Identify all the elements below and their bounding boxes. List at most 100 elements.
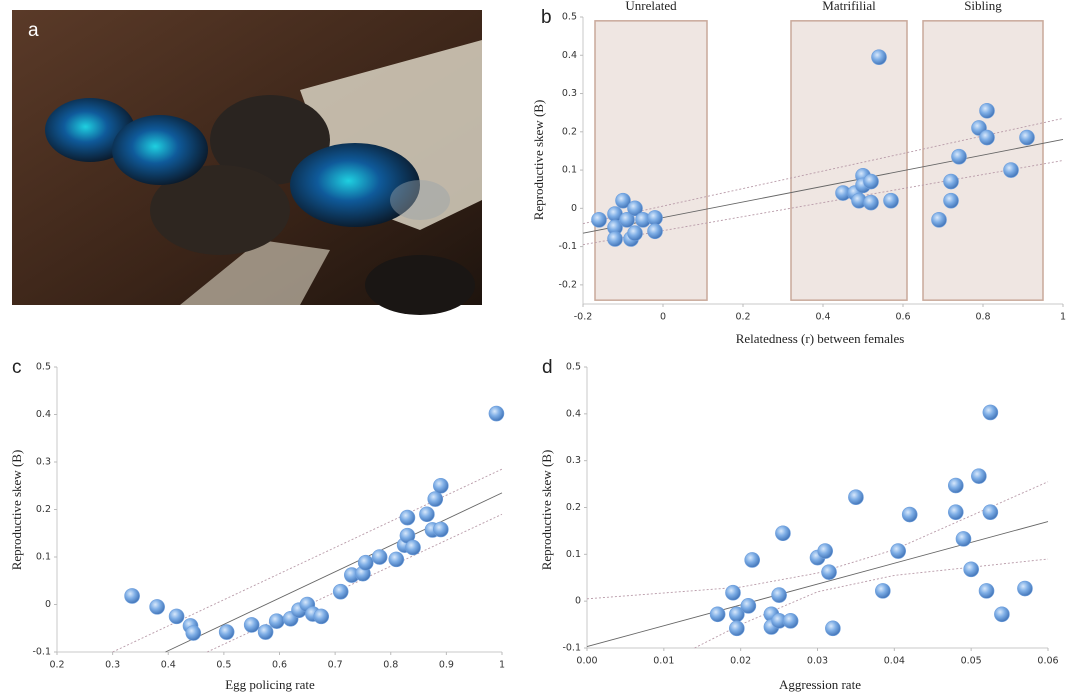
x-tick-label: 0.8: [383, 660, 398, 671]
data-point: [875, 583, 890, 598]
data-point: [389, 552, 404, 567]
x-tick-label: 0.03: [807, 656, 828, 667]
region-label: Matrifilial: [822, 0, 876, 13]
data-point: [648, 224, 663, 239]
data-point: [864, 195, 879, 210]
region-label: Unrelated: [625, 0, 677, 13]
data-point: [983, 405, 998, 420]
y-tick-label: 0.1: [36, 552, 51, 563]
data-point: [125, 588, 140, 603]
data-point: [822, 565, 837, 580]
x-tick-label: 0.3: [105, 660, 120, 671]
y-axis-title: Reproductive skew (B): [9, 450, 24, 571]
data-point: [314, 609, 329, 624]
data-point: [608, 231, 623, 246]
regression-line: [165, 493, 502, 652]
group-region: [791, 21, 907, 300]
x-tick-label: 0.4: [161, 660, 176, 671]
data-point: [825, 621, 840, 636]
data-point: [269, 614, 284, 629]
data-point: [980, 103, 995, 118]
data-point: [818, 544, 833, 559]
data-point: [729, 621, 744, 636]
data-point: [400, 510, 415, 525]
data-point: [433, 478, 448, 493]
x-tick-label: 0: [660, 312, 666, 323]
data-point: [994, 607, 1009, 622]
panel-label: c: [12, 357, 22, 378]
data-point: [648, 210, 663, 225]
x-tick-label: 0.7: [328, 660, 343, 671]
data-point: [358, 555, 373, 570]
x-tick-label: 1: [1060, 312, 1066, 323]
y-tick-label: 0.3: [562, 88, 577, 99]
group-region: [923, 21, 1043, 300]
data-point: [902, 507, 917, 522]
y-tick-label: -0.1: [558, 241, 577, 252]
y-axis-title: Reproductive skew (B): [531, 100, 546, 221]
y-tick-label: -0.2: [558, 279, 577, 290]
y-tick-label: 0.2: [566, 502, 581, 513]
data-point: [775, 526, 790, 541]
x-tick-label: 0.06: [1037, 656, 1058, 667]
x-tick-label: 0.02: [730, 656, 751, 667]
x-tick-label: 0.9: [439, 660, 454, 671]
data-point: [944, 174, 959, 189]
data-point: [628, 226, 643, 241]
y-tick-label: 0.5: [36, 362, 51, 373]
x-tick-label: 0.5: [216, 660, 231, 671]
region-label: Sibling: [964, 0, 1002, 13]
x-tick-label: -0.2: [574, 312, 593, 323]
data-point: [948, 478, 963, 493]
x-axis-title: Aggression rate: [779, 677, 861, 692]
data-point: [979, 583, 994, 598]
data-point: [872, 50, 887, 65]
x-tick-label: 0.00: [576, 656, 597, 667]
y-tick-label: 0.5: [566, 362, 581, 373]
data-point: [964, 562, 979, 577]
data-point: [983, 505, 998, 520]
confidence-band: [113, 469, 502, 652]
y-tick-label: -0.1: [562, 643, 581, 654]
data-point: [725, 585, 740, 600]
x-tick-label: 0.6: [895, 312, 910, 323]
data-point: [948, 505, 963, 520]
photo: a: [12, 10, 482, 315]
data-point: [741, 598, 756, 613]
x-tick-label: 0.2: [735, 312, 750, 323]
data-point: [592, 212, 607, 227]
y-tick-label: 0.4: [566, 408, 581, 419]
y-tick-label: 0.2: [36, 504, 51, 515]
data-point: [971, 469, 986, 484]
data-point: [372, 550, 387, 565]
data-point: [419, 507, 434, 522]
data-point: [1017, 581, 1032, 596]
data-point: [891, 544, 906, 559]
x-axis-title: Relatedness (r) between females: [736, 331, 905, 346]
y-tick-label: -0.1: [32, 647, 51, 658]
y-tick-label: 0.2: [562, 126, 577, 137]
panel-label: b: [541, 7, 552, 28]
y-tick-label: 0.1: [566, 549, 581, 560]
data-point: [244, 617, 259, 632]
y-tick-label: 0: [45, 599, 51, 610]
data-point: [848, 490, 863, 505]
panel-label: d: [542, 357, 553, 378]
data-point: [433, 522, 448, 537]
data-point: [333, 584, 348, 599]
figure: a b Unrelated Matrifilial Sibling -0.2 -0.1 0 0…: [0, 0, 1075, 695]
x-tick-label: 0.6: [272, 660, 287, 671]
y-tick-label: 0.3: [36, 457, 51, 468]
data-point: [710, 607, 725, 622]
group-region: [595, 21, 707, 300]
x-tick-label: 0.05: [961, 656, 982, 667]
data-point: [956, 531, 971, 546]
y-tick-label: 0.4: [36, 409, 51, 420]
data-point: [980, 130, 995, 145]
x-tick-label: 0.8: [975, 312, 990, 323]
y-tick-label: 0.5: [562, 12, 577, 23]
x-axis-title: Egg policing rate: [225, 677, 315, 692]
x-tick-label: 0.2: [49, 660, 64, 671]
data-point: [186, 626, 201, 641]
y-axis-title: Reproductive skew (B): [539, 450, 554, 571]
